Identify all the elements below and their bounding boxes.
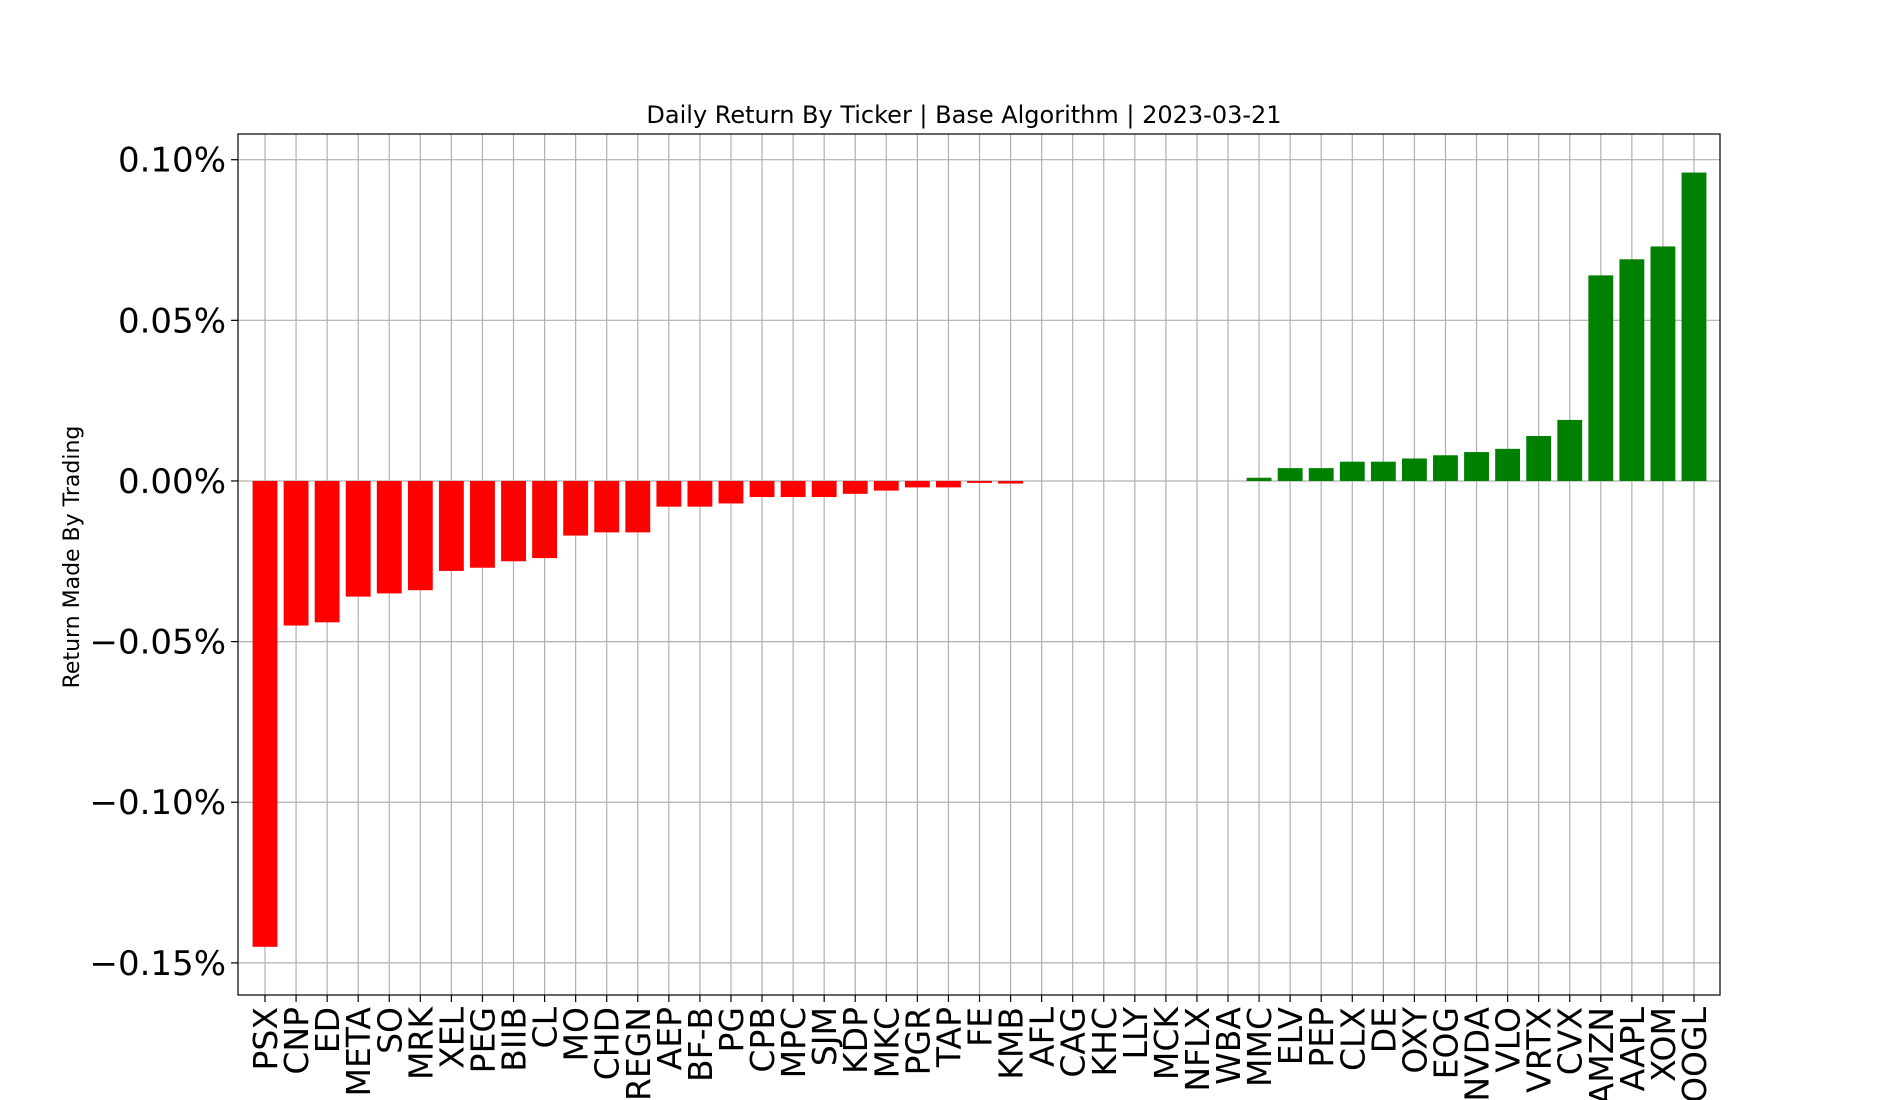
bar-so: [376, 480, 402, 594]
x-tick-label: AEP: [650, 1007, 689, 1070]
y-tick-label: 0.05%: [118, 301, 226, 341]
bar-pep: [1308, 468, 1334, 481]
x-tick-label: TAP: [929, 1007, 968, 1068]
bar-fe: [967, 480, 992, 483]
x-tick-label: AAPL: [1613, 1006, 1652, 1091]
x-tick-label: WBA: [1209, 1007, 1248, 1085]
chart-title: Daily Return By Ticker | Base Algorithm …: [646, 101, 1281, 129]
bar-aep: [656, 480, 682, 507]
bar-mkc: [873, 480, 899, 491]
bar-oxy: [1401, 458, 1427, 481]
y-tick-label: −0.15%: [90, 944, 227, 984]
bar-regn: [625, 480, 651, 533]
x-tick-label: CPB: [743, 1007, 782, 1073]
x-tick-label: NFLX: [1178, 1007, 1217, 1092]
x-tick-label: FE: [961, 1007, 1000, 1047]
x-tick-label: KHC: [1085, 1007, 1124, 1077]
y-tick-label: −0.05%: [90, 623, 227, 663]
bar-mo: [563, 480, 589, 536]
x-tick-label: PSX: [246, 1007, 285, 1070]
x-tick-label: CVX: [1551, 1007, 1590, 1075]
bar-googl: [1681, 172, 1707, 481]
bar-xom: [1650, 246, 1676, 481]
x-tick-label: BIIB: [495, 1007, 534, 1072]
bar-meta: [345, 480, 371, 597]
bar-bf-b: [687, 480, 713, 507]
bar-pgr: [904, 480, 930, 488]
x-tick-label: PGR: [898, 1007, 937, 1075]
x-tick-label: PEG: [463, 1007, 502, 1073]
x-tick-label: AFL: [1023, 1006, 1062, 1067]
x-tick-label: REGN: [619, 1007, 658, 1100]
x-tick-label: ED: [308, 1007, 347, 1053]
bar-mrk: [407, 480, 433, 591]
bar-cvx: [1557, 419, 1583, 481]
x-tick-label: MPC: [774, 1007, 813, 1078]
x-tick-label: XEL: [432, 1006, 471, 1068]
x-tick-label: CHD: [588, 1007, 627, 1080]
bar-kmb: [998, 480, 1023, 484]
bar-sjm: [811, 480, 837, 498]
bar-layer: [252, 172, 1707, 947]
x-tick-label: MMC: [1240, 1007, 1279, 1087]
y-axis-label: Return Made By Trading: [60, 426, 85, 689]
bar-kdp: [842, 480, 868, 494]
tick-layer: 0.10%0.05%0.00%−0.05%−0.10%−0.15%PSXCNPE…: [90, 141, 1715, 1100]
x-tick-label: SJM: [805, 1007, 844, 1066]
x-tick-label: KDP: [836, 1007, 875, 1074]
y-tick-label: 0.10%: [118, 141, 226, 181]
x-tick-label: AMZN: [1582, 1007, 1621, 1100]
bar-mmc: [1246, 477, 1272, 481]
x-tick-label: KMB: [992, 1007, 1031, 1080]
bar-cnp: [283, 480, 309, 626]
bar-vlo: [1495, 448, 1521, 481]
y-tick-label: −0.10%: [90, 783, 227, 823]
bar-cl: [532, 480, 558, 559]
bar-chd: [594, 480, 620, 533]
x-tick-label: BF-B: [681, 1007, 720, 1082]
bar-peg: [470, 480, 495, 568]
x-tick-label: PG: [712, 1007, 751, 1052]
bar-psx: [252, 480, 278, 947]
bar-de: [1370, 461, 1396, 481]
bar-aapl: [1619, 259, 1645, 481]
x-tick-label: CNP: [277, 1007, 316, 1075]
x-tick-label: ELV: [1271, 1007, 1310, 1066]
x-tick-label: NVDA: [1458, 1007, 1497, 1100]
bar-biib: [501, 480, 526, 562]
bar-xel: [438, 480, 464, 571]
x-tick-label: LLY: [1116, 1006, 1155, 1059]
x-tick-label: XOM: [1644, 1007, 1683, 1082]
x-tick-label: DE: [1364, 1007, 1403, 1053]
y-tick-label: 0.00%: [118, 462, 226, 502]
x-tick-label: MRK: [401, 1006, 440, 1080]
bar-pg: [718, 480, 744, 504]
bar-vrtx: [1526, 435, 1552, 481]
x-tick-label: CAG: [1054, 1007, 1093, 1078]
x-tick-label: CL: [526, 1006, 565, 1048]
bar-ed: [314, 480, 340, 623]
x-tick-label: CLX: [1333, 1007, 1372, 1071]
x-tick-label: MCK: [1147, 1006, 1186, 1081]
x-tick-label: EOG: [1426, 1007, 1465, 1079]
x-tick-label: GOOGL: [1675, 1006, 1714, 1100]
x-tick-label: PEP: [1302, 1007, 1341, 1068]
x-tick-label: VLO: [1489, 1007, 1528, 1073]
bar-mpc: [780, 480, 806, 498]
bar-eog: [1433, 455, 1458, 481]
x-tick-label: MKC: [867, 1007, 906, 1078]
x-tick-label: VRTX: [1520, 1007, 1559, 1093]
bar-amzn: [1588, 275, 1614, 481]
bar-tap: [936, 480, 961, 488]
x-tick-label: OXY: [1395, 1006, 1434, 1073]
x-tick-label: MO: [557, 1007, 596, 1061]
bar-elv: [1277, 468, 1303, 481]
x-tick-label: META: [339, 1007, 378, 1097]
bar-cpb: [749, 480, 775, 498]
bar-clx: [1339, 461, 1365, 481]
x-tick-label: SO: [370, 1007, 409, 1054]
bar-nvda: [1464, 452, 1489, 481]
